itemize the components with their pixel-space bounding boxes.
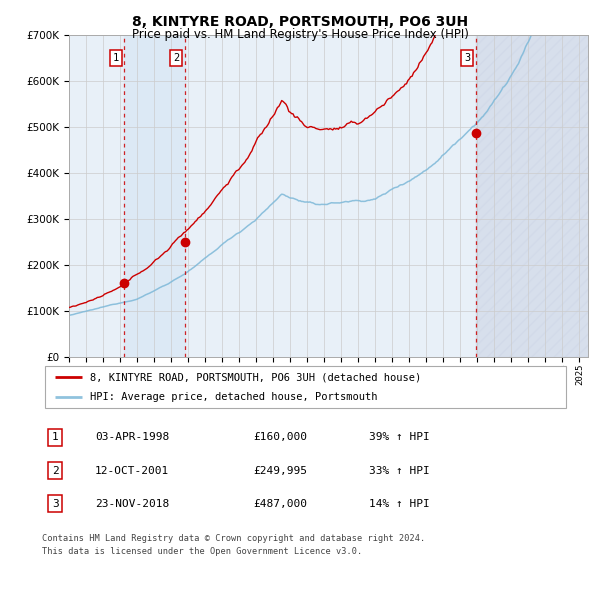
Text: £249,995: £249,995 <box>253 466 307 476</box>
Text: 3: 3 <box>464 53 470 63</box>
Text: Contains HM Land Registry data © Crown copyright and database right 2024.: Contains HM Land Registry data © Crown c… <box>42 534 425 543</box>
Text: £487,000: £487,000 <box>253 499 307 509</box>
Text: 14% ↑ HPI: 14% ↑ HPI <box>370 499 430 509</box>
Text: 8, KINTYRE ROAD, PORTSMOUTH, PO6 3UH: 8, KINTYRE ROAD, PORTSMOUTH, PO6 3UH <box>132 15 468 29</box>
FancyBboxPatch shape <box>44 366 566 408</box>
Text: This data is licensed under the Open Government Licence v3.0.: This data is licensed under the Open Gov… <box>42 547 362 556</box>
Text: 1: 1 <box>52 432 59 442</box>
Bar <box>476 35 600 357</box>
Text: HPI: Average price, detached house, Portsmouth: HPI: Average price, detached house, Port… <box>89 392 377 402</box>
Text: 12-OCT-2001: 12-OCT-2001 <box>95 466 169 476</box>
Text: £160,000: £160,000 <box>253 432 307 442</box>
Text: 33% ↑ HPI: 33% ↑ HPI <box>370 466 430 476</box>
Text: 2: 2 <box>173 53 179 63</box>
Text: 8, KINTYRE ROAD, PORTSMOUTH, PO6 3UH (detached house): 8, KINTYRE ROAD, PORTSMOUTH, PO6 3UH (de… <box>89 373 421 383</box>
Text: 2: 2 <box>52 466 59 476</box>
Text: 03-APR-1998: 03-APR-1998 <box>95 432 169 442</box>
Text: 3: 3 <box>52 499 59 509</box>
Text: Price paid vs. HM Land Registry's House Price Index (HPI): Price paid vs. HM Land Registry's House … <box>131 28 469 41</box>
Text: 23-NOV-2018: 23-NOV-2018 <box>95 499 169 509</box>
Text: 39% ↑ HPI: 39% ↑ HPI <box>370 432 430 442</box>
Text: 1: 1 <box>113 53 119 63</box>
Bar <box>124 35 185 357</box>
